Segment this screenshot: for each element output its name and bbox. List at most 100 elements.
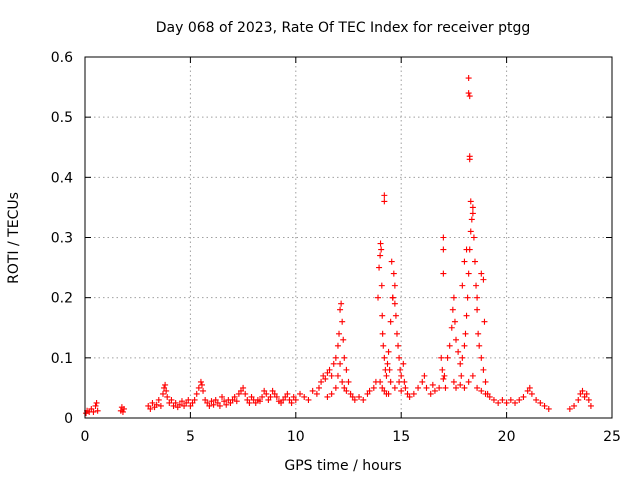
- data-point: [278, 399, 285, 406]
- data-point: [168, 396, 175, 403]
- data-point: [463, 312, 470, 319]
- data-point: [378, 246, 385, 253]
- data-point: [571, 402, 578, 409]
- y-axis-label: ROTI / TECUs: [6, 192, 22, 284]
- ticks-layer: 0 5 10 15 20 25 0 0.1 0.2 0.3 0.4 0.5 0.6: [51, 50, 621, 445]
- data-point: [495, 399, 502, 406]
- data-point: [206, 402, 213, 409]
- data-point: [450, 378, 457, 385]
- data-point: [526, 384, 533, 391]
- data-point: [161, 384, 168, 391]
- data-point: [397, 366, 404, 373]
- data-point: [575, 396, 582, 403]
- x-axis-label: GPS time / hours: [284, 458, 401, 474]
- data-point: [541, 402, 548, 409]
- data-point: [465, 75, 472, 82]
- plot-frame: [84, 56, 613, 419]
- data-point: [263, 390, 270, 397]
- data-point: [193, 390, 200, 397]
- data-point: [474, 384, 481, 391]
- x-tick-label: 20: [498, 429, 516, 445]
- data-point: [88, 405, 95, 412]
- data-point: [379, 312, 386, 319]
- data-point: [474, 294, 481, 301]
- data-point: [223, 401, 230, 408]
- data-point: [461, 342, 468, 349]
- data-point: [579, 387, 586, 394]
- data-point: [470, 234, 477, 241]
- data-point: [240, 384, 247, 391]
- data-point: [216, 402, 223, 409]
- x-tick-label: 5: [186, 429, 195, 445]
- data-point: [339, 318, 346, 325]
- data-point: [166, 399, 173, 406]
- data-point: [214, 399, 221, 406]
- data-point: [385, 348, 392, 355]
- data-point: [375, 294, 382, 301]
- data-point: [449, 306, 456, 313]
- data-point: [292, 396, 299, 403]
- data-point: [480, 276, 487, 283]
- data-point: [398, 372, 405, 379]
- data-point: [341, 354, 348, 361]
- data-point: [328, 390, 335, 397]
- data-point: [315, 384, 322, 391]
- data-point: [395, 342, 402, 349]
- data-point: [398, 387, 405, 394]
- data-point: [271, 390, 278, 397]
- data-point: [585, 396, 592, 403]
- data-point: [157, 402, 164, 409]
- data-point: [324, 393, 331, 400]
- data-point: [461, 258, 468, 265]
- data-point: [400, 360, 407, 367]
- data-point: [189, 399, 196, 406]
- data-point: [200, 387, 207, 394]
- data-point: [481, 318, 488, 325]
- data-point: [469, 204, 476, 211]
- data-point: [577, 390, 584, 397]
- data-point: [360, 396, 367, 403]
- data-point: [377, 240, 384, 247]
- data-point: [446, 342, 453, 349]
- data-point: [438, 354, 445, 361]
- data-point: [195, 384, 202, 391]
- data-point: [318, 378, 325, 385]
- data-point: [185, 396, 192, 403]
- data-point: [237, 387, 244, 394]
- data-point: [478, 270, 485, 277]
- data-point: [520, 393, 527, 400]
- data-point: [162, 381, 169, 388]
- data-point: [280, 396, 287, 403]
- data-point: [147, 405, 154, 412]
- y-tick-label: 0: [64, 411, 73, 427]
- y-tick-label: 0.1: [51, 351, 73, 367]
- data-point: [427, 390, 434, 397]
- data-point: [273, 393, 280, 400]
- data-point: [471, 258, 478, 265]
- data-point: [149, 399, 156, 406]
- data-point: [197, 378, 204, 385]
- data-point: [466, 93, 473, 100]
- data-point: [202, 396, 209, 403]
- data-point: [229, 396, 236, 403]
- data-point: [465, 378, 472, 385]
- data-point: [429, 381, 436, 388]
- data-point: [476, 342, 483, 349]
- data-point: [385, 390, 392, 397]
- data-point: [231, 393, 238, 400]
- data-point: [313, 390, 320, 397]
- data-point: [244, 396, 251, 403]
- x-tick-label: 25: [603, 429, 621, 445]
- data-point: [455, 348, 462, 355]
- data-point: [457, 360, 464, 367]
- data-point: [393, 330, 400, 337]
- data-point: [94, 407, 101, 414]
- data-point: [381, 354, 388, 361]
- data-point: [581, 393, 588, 400]
- x-tick-label: 0: [81, 429, 90, 445]
- data-point: [145, 402, 152, 409]
- data-point: [210, 401, 217, 408]
- data-point: [181, 402, 188, 409]
- data-point: [326, 366, 333, 373]
- data-point: [448, 324, 455, 331]
